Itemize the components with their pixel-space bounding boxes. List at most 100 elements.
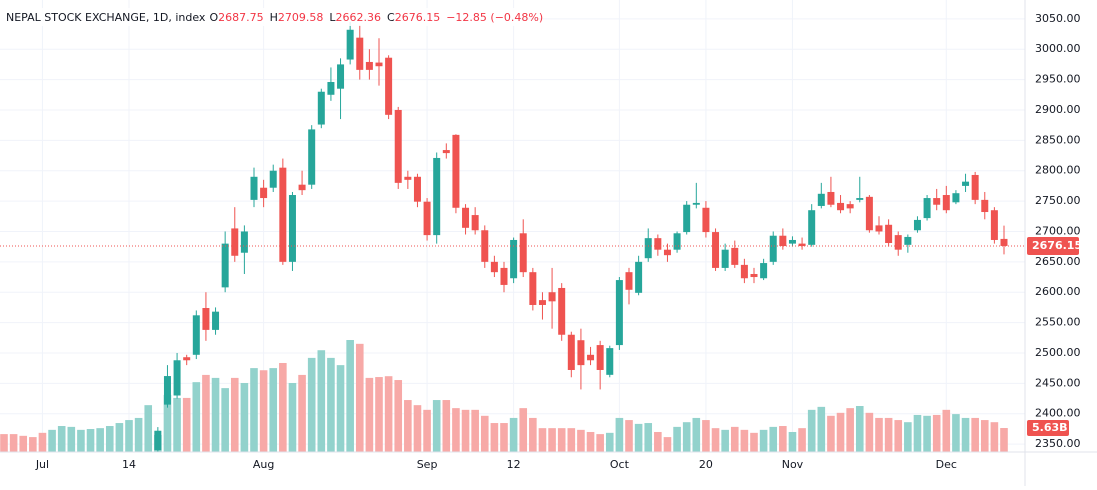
volume-bar [519,408,528,452]
volume-bar [221,388,229,452]
x-tick-label: Jul [35,458,49,471]
volume-bar [817,406,826,452]
candle-body [894,235,902,250]
volume-bar [625,420,633,452]
volume-bar [779,426,787,452]
candle-body [885,224,893,244]
volume-bar [38,432,47,452]
volume-bar [230,377,239,452]
volume-bar [317,350,326,452]
volume-tag [1027,420,1069,437]
volume-bar [961,417,970,452]
volume-bar [461,409,470,452]
volume-bar [115,423,124,452]
volume-bar [644,423,653,452]
x-tick-label: Oct [610,458,630,471]
volume-bar [894,420,903,452]
open-value: 2687.75 [218,11,264,24]
volume-bar [557,428,566,452]
candle-body [731,247,739,265]
volume-bar [711,428,720,452]
volume-bar [86,429,95,452]
candle-body [260,187,268,199]
volume-bar [788,431,797,452]
candle-body [615,280,623,346]
candle-body [183,357,191,361]
volume-bar [1000,428,1008,452]
grid [0,0,1025,452]
high-value: 2709.58 [278,11,324,24]
candle-body [837,202,845,211]
volume-bar [682,422,691,452]
legend-header: NEPAL STOCK EXCHANGE, 1D, index O2687.75 H… [6,11,543,24]
volume-bar [730,426,739,452]
candle-body [644,238,652,259]
volume-bar [865,412,874,452]
price-pane [0,21,1025,452]
candle-body [365,61,373,70]
volume-bar [211,377,220,452]
volume-bar [182,397,191,452]
candle-body [317,91,325,125]
low-value: 2662.36 [336,11,382,24]
volume-bar [125,420,133,452]
volume-bar [721,429,729,452]
y-tick-label: 2950.00 [1035,73,1081,86]
candle-body [933,198,941,205]
volume-bar [567,428,576,452]
candle-body [683,204,691,233]
candle-body [240,231,248,253]
candle-body [413,176,421,202]
candle-body [567,334,575,370]
candle-body [981,199,989,213]
volume-bar [875,417,883,452]
price-tag-label: 2676.15 [1032,239,1082,252]
volume-bar [663,437,672,452]
volume-bar [144,405,153,452]
volume-bar [500,423,508,452]
candle-body [154,430,162,451]
volume-bar [404,400,412,452]
candle-body [442,150,450,154]
price-tag [1027,236,1079,255]
candle-body [750,273,758,278]
volume-bar [855,406,864,452]
candle-body [519,233,527,273]
volume-bar [48,429,56,452]
candle-body [962,181,970,186]
x-tick-label: Nov [782,458,804,471]
y-tick-label: 2900.00 [1035,103,1081,116]
candle-body [221,243,229,288]
candle-body [942,195,950,211]
volume-bar [279,362,287,452]
volume-bar [990,422,999,452]
ohlc-letter: C [387,11,395,24]
y-tick-label: 3000.00 [1035,42,1081,55]
volume-bar [442,400,451,452]
volume-bar [336,365,345,452]
volume-bar [596,434,604,452]
candle-body [394,109,402,183]
volume-bar [375,377,383,452]
volume-bar [298,374,306,452]
candle-body [308,129,316,185]
candle-body [875,225,883,232]
candle-body [433,157,441,236]
candle-body [231,228,239,256]
candle-body [1000,238,1008,246]
volume-bar [423,409,431,452]
y-tick-label: 2400.00 [1035,407,1081,420]
x-tick-label: 14 [122,458,136,471]
candle-body [692,202,700,205]
y-tick-label: 2450.00 [1035,376,1081,389]
volume-bar [413,405,422,452]
volume-bar [654,431,662,452]
candle-body [346,29,354,60]
volume-bar [846,408,854,452]
volume-bar [615,417,624,452]
candle-body [375,62,383,67]
volume-bar [452,408,460,452]
x-tick-label: Dec [936,458,957,471]
